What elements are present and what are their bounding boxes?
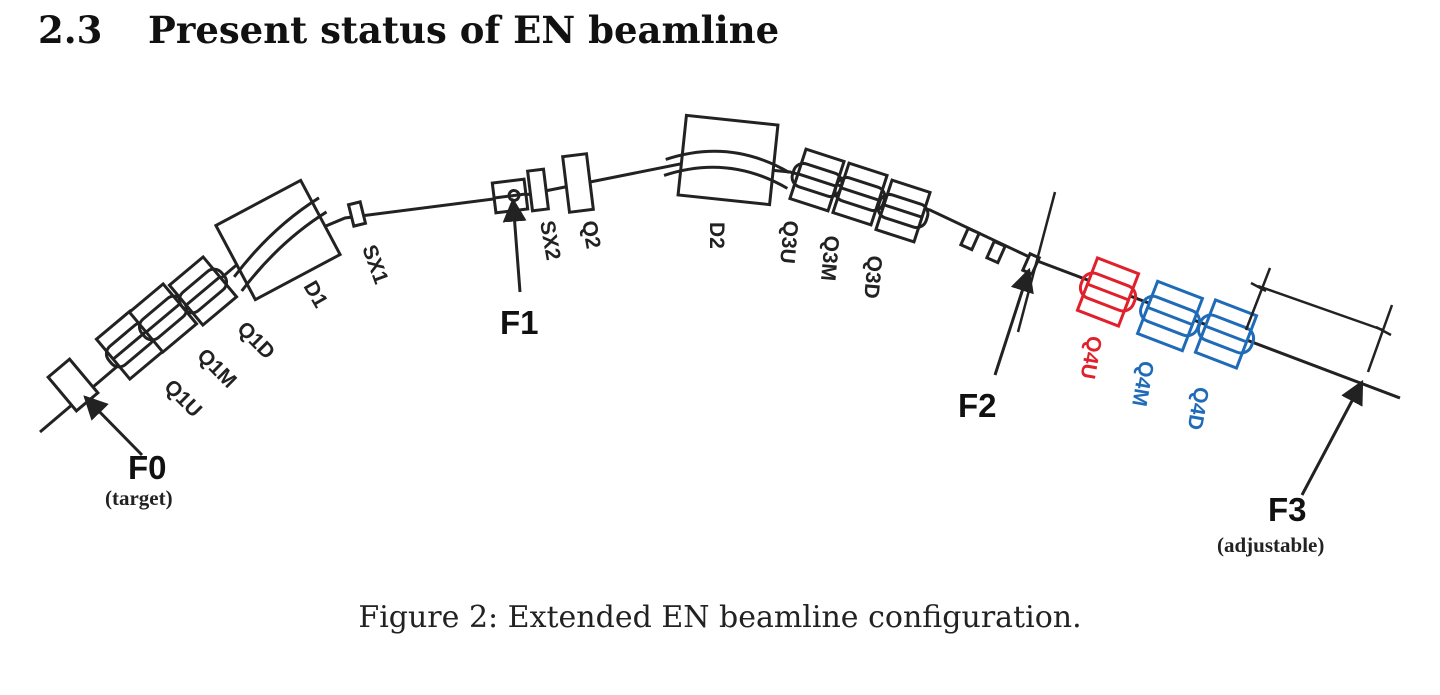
- q3d-magnet: [874, 178, 932, 244]
- figure-caption: Figure 2: Extended EN beamline configura…: [358, 600, 1082, 635]
- q4u-label: Q4U: [1076, 334, 1106, 381]
- f2-arrow: [993, 267, 1034, 376]
- q1d-magnet: [167, 254, 239, 328]
- sx1-label: SX1: [357, 242, 392, 287]
- q3m-label: Q3M: [816, 235, 843, 282]
- q3d-label: Q3D: [859, 255, 886, 300]
- sx2-label: SX2: [535, 219, 565, 262]
- q4m-label: Q4M: [1127, 359, 1158, 408]
- sx2-magnet: [525, 167, 551, 213]
- d1-dipole: [213, 178, 343, 302]
- d2-dipole: [663, 113, 790, 207]
- section-title: Present status of EN beamline: [148, 8, 780, 52]
- q1u-label: Q1U: [159, 375, 206, 422]
- q4u-magnet: [1075, 256, 1141, 328]
- d2-label: D2: [705, 222, 728, 249]
- sx1-magnet: [346, 200, 368, 228]
- q2-label: Q2: [577, 219, 605, 251]
- f0-arrow: [83, 395, 144, 457]
- f1-element: [490, 177, 530, 215]
- f3-label: F3: [1268, 491, 1307, 528]
- f1-arrow: [502, 197, 527, 293]
- f0-sublabel: (target): [105, 486, 173, 510]
- f0-label: F0: [128, 449, 167, 486]
- section-number: 2.3: [38, 8, 103, 52]
- f1-label: F1: [500, 304, 539, 341]
- q2-magnet: [561, 152, 595, 214]
- q4d-magnet: [1193, 298, 1259, 370]
- d1-label: D1: [299, 277, 333, 312]
- f2-marker-line: [1016, 191, 1057, 333]
- small-element-2: [984, 239, 1008, 265]
- f3-sublabel: (adjustable): [1217, 533, 1324, 557]
- q1d-label: Q1D: [232, 317, 279, 364]
- small-element-1: [958, 226, 982, 252]
- q4d-label: Q4D: [1183, 385, 1213, 432]
- q3u-label: Q3U: [775, 220, 802, 265]
- f3-arrow: [1300, 379, 1364, 496]
- f3-dimension: [1244, 267, 1394, 373]
- f2-label: F2: [958, 387, 997, 424]
- q1m-label: Q1M: [192, 344, 240, 392]
- q4m-magnet: [1135, 279, 1205, 353]
- section-heading: 2.3 Present status of EN beamline: [38, 8, 779, 52]
